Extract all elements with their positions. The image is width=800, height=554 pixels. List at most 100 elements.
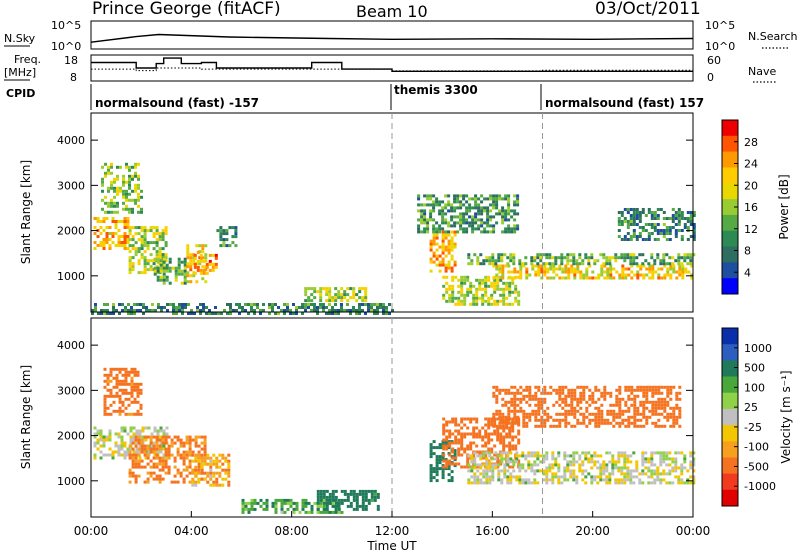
- power-cell: [656, 256, 660, 260]
- velocity-cell: [650, 472, 654, 476]
- power-cell: [495, 206, 499, 210]
- power-cell: [118, 312, 121, 315]
- velocity-cell: [143, 435, 147, 439]
- velocity-cell: [615, 394, 619, 398]
- velocity-cell: [429, 452, 433, 456]
- velocity-cell: [662, 451, 666, 455]
- velocity-cell: [659, 454, 663, 458]
- power-cell: [189, 274, 193, 278]
- velocity-cell: [650, 481, 654, 485]
- power-cell: [156, 266, 160, 270]
- power-cell: [441, 227, 445, 231]
- power-cell: [231, 235, 235, 239]
- power-cell: [477, 209, 481, 213]
- power-cell: [155, 244, 159, 248]
- power-cell: [196, 265, 200, 269]
- velocity-cell: [96, 441, 100, 445]
- power-cell: [137, 271, 141, 275]
- power-cell: [510, 230, 514, 234]
- power-cell: [459, 203, 463, 207]
- power-cell: [211, 265, 215, 269]
- velocity-cell: [497, 478, 501, 482]
- velocity-cell: [645, 391, 649, 395]
- power-cell: [477, 212, 481, 216]
- velocity-cell: [435, 446, 439, 450]
- velocity-cell: [352, 498, 356, 502]
- power-cell: [177, 269, 181, 273]
- velocity-cell: [115, 394, 119, 398]
- velocity-cell: [161, 465, 165, 469]
- power-cell: [444, 263, 448, 267]
- velocity-cell: [548, 478, 552, 482]
- power-cell: [426, 197, 430, 201]
- velocity-cell: [566, 463, 570, 467]
- power-cell: [677, 229, 681, 232]
- velocity-cell: [557, 478, 561, 482]
- velocity-cell: [137, 474, 141, 478]
- velocity-cell: [93, 444, 97, 448]
- power-cell: [591, 270, 595, 274]
- velocity-cell: [666, 394, 670, 398]
- power-cell: [91, 312, 94, 315]
- power-cell: [152, 232, 156, 236]
- power-cell: [96, 244, 100, 247]
- power-cell: [451, 287, 455, 291]
- power-cell: [635, 208, 639, 211]
- velocity-cell: [657, 385, 661, 389]
- velocity-cell: [623, 472, 627, 476]
- power-cell: [508, 293, 512, 297]
- velocity-cell: [500, 454, 504, 458]
- power-cell: [114, 226, 118, 229]
- velocity-cell: [636, 385, 640, 389]
- velocity-cell: [460, 447, 464, 451]
- velocity-cell: [481, 456, 485, 460]
- velocity-cell: [470, 457, 474, 461]
- velocity-cell: [521, 481, 525, 485]
- velocity-cell: [99, 435, 103, 439]
- power-cell: [162, 272, 166, 276]
- power-cell: [128, 180, 131, 184]
- power-cell: [435, 197, 439, 201]
- power-colorbar-tick-label: 12: [744, 223, 758, 236]
- velocity-cell: [307, 510, 311, 514]
- power-cell: [174, 278, 178, 282]
- power-cell: [668, 232, 672, 235]
- power-cell: [561, 276, 565, 280]
- velocity-cell: [250, 501, 254, 505]
- velocity-cell: [442, 438, 446, 442]
- velocity-cell: [585, 415, 589, 419]
- power-cell: [128, 256, 132, 260]
- velocity-cell: [472, 435, 476, 439]
- power-cell: [650, 232, 654, 235]
- velocity-cell: [692, 463, 696, 467]
- velocity-colorbar-tick-label: 100: [744, 381, 765, 394]
- power-cell: [608, 262, 612, 266]
- velocity-cell: [648, 388, 652, 392]
- power-cell: [250, 306, 253, 309]
- power-cell: [196, 250, 200, 254]
- power-cell: [316, 290, 320, 294]
- power-cell: [587, 259, 591, 263]
- power-cell: [576, 267, 580, 271]
- velocity-colorbar-swatch: [722, 344, 738, 361]
- power-cell: [451, 293, 455, 297]
- power-cell: [155, 238, 159, 242]
- power-cell: [605, 259, 609, 263]
- velocity-cell: [144, 426, 148, 430]
- velocity-cell: [675, 421, 679, 425]
- velocity-cell: [572, 463, 576, 467]
- velocity-cell: [435, 479, 439, 483]
- velocity-cell: [618, 400, 622, 404]
- velocity-cell: [609, 394, 613, 398]
- velocity-cell: [678, 415, 682, 419]
- power-cell: [572, 256, 576, 260]
- velocity-cell: [133, 397, 137, 401]
- power-cell: [545, 253, 549, 257]
- velocity-cell: [482, 472, 486, 476]
- velocity-cell: [570, 403, 574, 407]
- velocity-cell: [188, 450, 192, 454]
- velocity-cell: [563, 475, 567, 479]
- velocity-cell: [512, 460, 516, 464]
- power-cell: [149, 265, 153, 269]
- power-cell: [632, 223, 636, 226]
